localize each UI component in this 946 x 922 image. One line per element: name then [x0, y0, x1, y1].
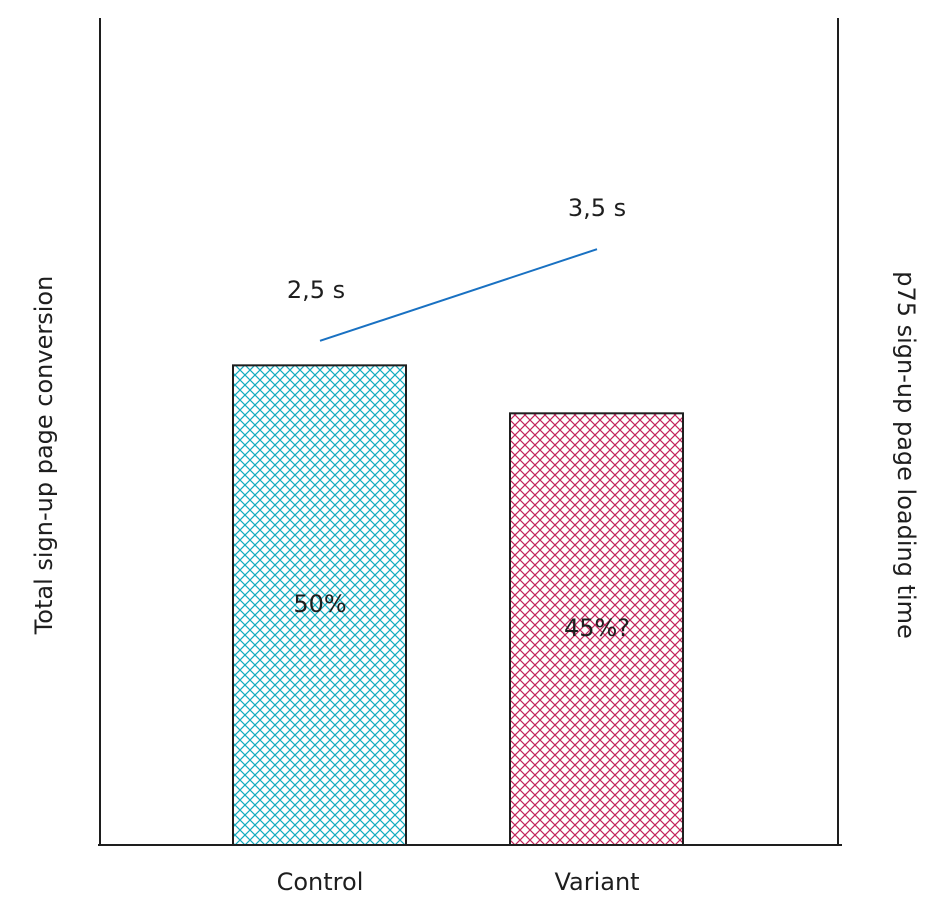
x-tick-label: Variant [554, 868, 639, 896]
data-label: 2,5 s [287, 276, 345, 304]
data-label: 3,5 s [568, 194, 626, 222]
x-tick-label: Control [277, 868, 364, 896]
y-axis-title: Total sign-up page conversion [30, 276, 58, 636]
bar [509, 412, 684, 846]
y2-axis-title: p75 sign-up page loading time [892, 271, 920, 639]
bar [232, 364, 407, 846]
data-label: 45%? [564, 614, 630, 642]
line [319, 248, 598, 342]
data-label: 50% [293, 590, 346, 618]
